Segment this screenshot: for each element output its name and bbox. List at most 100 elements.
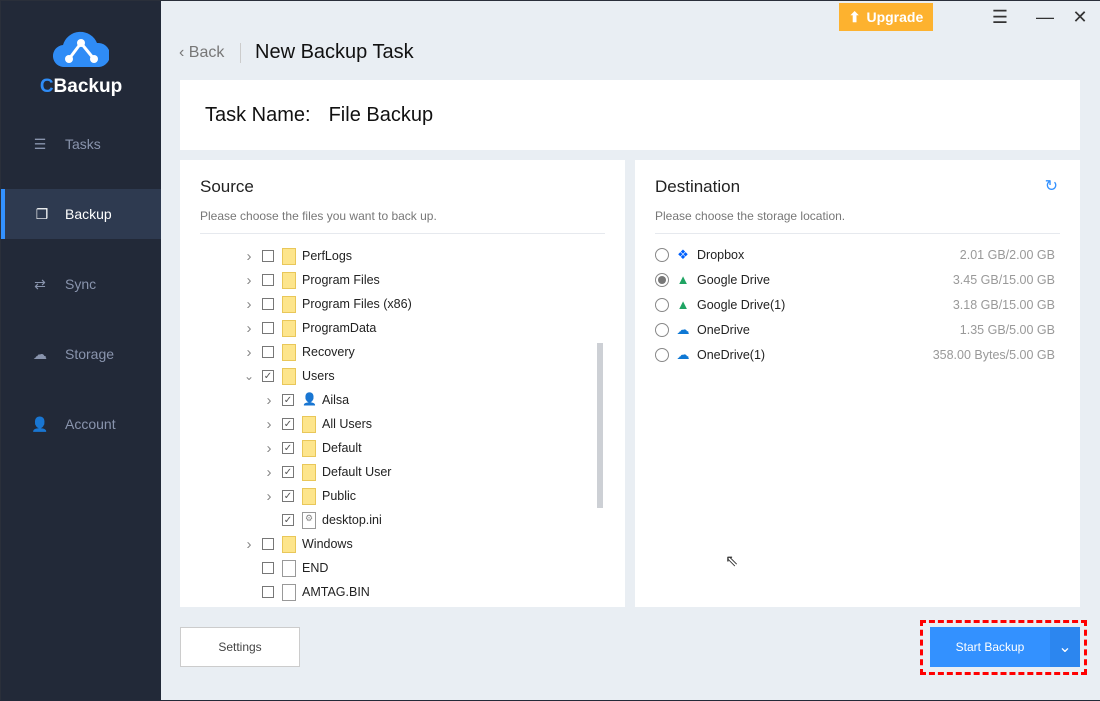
refresh-icon[interactable]: ↻ bbox=[1044, 178, 1058, 195]
storage-name: Google Drive(1) bbox=[697, 297, 786, 312]
task-name-label: Task Name: bbox=[205, 103, 311, 126]
task-name-panel: Task Name: File Backup bbox=[180, 80, 1080, 150]
expand-toggle-icon[interactable]: › bbox=[246, 247, 252, 265]
expand-toggle-icon[interactable]: › bbox=[246, 319, 252, 337]
tree-item[interactable]: › ✓ 👤 Ailsa bbox=[262, 388, 350, 412]
expand-toggle-icon[interactable]: › bbox=[246, 271, 252, 289]
menu-icon[interactable]: ☰ bbox=[991, 6, 1009, 27]
sidebar-item-sync[interactable]: ⇄ Sync bbox=[1, 259, 161, 309]
highlight-box bbox=[920, 620, 1087, 675]
expand-toggle-icon[interactable]: › bbox=[266, 439, 272, 457]
tree-item[interactable]: ⌄ ✓ Users bbox=[242, 364, 335, 388]
checkbox[interactable]: ✓ bbox=[282, 490, 294, 502]
checkbox[interactable]: ✓ bbox=[282, 466, 294, 478]
tree-item[interactable]: › ProgramData bbox=[242, 316, 376, 340]
sidebar-item-storage[interactable]: ☁ Storage bbox=[1, 329, 161, 379]
scrollbar[interactable] bbox=[597, 343, 603, 508]
storage-item[interactable]: ❖ Dropbox 2.01 GB/2.00 GB bbox=[655, 242, 1055, 267]
checkbox[interactable] bbox=[262, 250, 274, 262]
checkbox[interactable]: ✓ bbox=[282, 514, 294, 526]
storage-usage: 358.00 Bytes/5.00 GB bbox=[932, 347, 1055, 362]
storage-item[interactable]: ▲ Google Drive 3.45 GB/15.00 GB bbox=[655, 267, 1055, 292]
sidebar-item-label: Storage bbox=[65, 346, 115, 362]
back-button[interactable]: ‹ Back bbox=[179, 44, 224, 62]
checkbox[interactable]: ✓ bbox=[282, 394, 294, 406]
checkbox[interactable] bbox=[262, 274, 274, 286]
task-name-value[interactable]: File Backup bbox=[328, 103, 434, 126]
tree-item-label: Default bbox=[322, 441, 362, 455]
checkbox[interactable]: ✓ bbox=[262, 370, 274, 382]
storage-item[interactable]: ▲ Google Drive(1) 3.18 GB/15.00 GB bbox=[655, 292, 1055, 317]
chevron-down-icon[interactable]: ⌄ bbox=[1050, 627, 1080, 667]
minimize-button[interactable]: — bbox=[1036, 6, 1054, 27]
checkbox[interactable] bbox=[262, 298, 274, 310]
tree-item-label: All Users bbox=[322, 417, 373, 431]
sidebar-item-account[interactable]: 👤 Account bbox=[1, 399, 161, 449]
sidebar-item-label: Account bbox=[65, 416, 116, 432]
dropbox-icon: ❖ bbox=[677, 246, 689, 262]
expand-toggle-icon[interactable]: › bbox=[266, 391, 272, 409]
tree-item[interactable]: › ✓ Default User bbox=[262, 460, 391, 484]
divider bbox=[655, 233, 1060, 234]
checkbox[interactable] bbox=[262, 346, 274, 358]
tree-item[interactable]: AMTAG.BIN bbox=[242, 580, 370, 604]
tree-item[interactable]: ✓ ⚙ desktop.ini bbox=[262, 508, 382, 532]
checkbox[interactable] bbox=[262, 538, 274, 550]
expand-toggle-icon[interactable]: ⌄ bbox=[243, 369, 255, 383]
tree-item[interactable]: END bbox=[242, 556, 328, 580]
mouse-cursor-icon: ⇖ bbox=[725, 553, 739, 570]
storage-usage: 3.45 GB/15.00 GB bbox=[952, 272, 1055, 287]
expand-toggle-icon[interactable]: › bbox=[246, 343, 252, 361]
upgrade-button[interactable]: ⬆ Upgrade bbox=[839, 3, 933, 31]
checkbox[interactable] bbox=[262, 586, 274, 598]
sidebar-item-tasks[interactable]: ☰ Tasks bbox=[1, 119, 161, 169]
expand-toggle-icon[interactable]: › bbox=[266, 487, 272, 505]
folder-icon bbox=[282, 295, 296, 313]
page-title: New Backup Task bbox=[255, 41, 414, 63]
folder-icon bbox=[302, 463, 316, 481]
storage-usage: 1.35 GB/5.00 GB bbox=[959, 322, 1055, 337]
expand-toggle-icon[interactable]: › bbox=[246, 295, 252, 313]
tree-item-label: Program Files bbox=[302, 273, 380, 287]
tree-item[interactable]: › Program Files (x86) bbox=[242, 292, 412, 316]
checkbox[interactable] bbox=[262, 562, 274, 574]
tree-item-label: Recovery bbox=[302, 345, 355, 359]
expand-toggle-icon[interactable]: › bbox=[266, 415, 272, 433]
settings-button[interactable]: Settings bbox=[180, 627, 300, 667]
checkbox[interactable]: ✓ bbox=[282, 418, 294, 430]
tree-item[interactable]: › PerfLogs bbox=[242, 244, 352, 268]
tree-item-label: END bbox=[302, 561, 329, 575]
list-icon: ☰ bbox=[33, 135, 47, 152]
destination-panel: Destination ↻ Please choose the storage … bbox=[635, 160, 1080, 607]
sidebar-item-backup[interactable]: ❐ Backup bbox=[1, 189, 161, 239]
tree-item[interactable]: › Program Files bbox=[242, 268, 380, 292]
tree-item[interactable]: › ✓ Default bbox=[262, 436, 362, 460]
tree-item-label: Users bbox=[302, 369, 335, 383]
tree-item[interactable]: › ✓ Public bbox=[262, 484, 356, 508]
radio-button[interactable] bbox=[655, 347, 669, 362]
tree-item[interactable]: › Windows bbox=[242, 532, 353, 556]
checkbox[interactable] bbox=[262, 322, 274, 334]
tree-item-label: Windows bbox=[302, 537, 353, 551]
storage-item[interactable]: ☁ OneDrive 1.35 GB/5.00 GB bbox=[655, 317, 1055, 342]
sync-icon: ⇄ bbox=[34, 275, 46, 292]
storage-item[interactable]: ☁ OneDrive(1) 358.00 Bytes/5.00 GB bbox=[655, 342, 1055, 367]
tree-item[interactable]: › ✓ All Users bbox=[262, 412, 372, 436]
expand-toggle-icon[interactable]: › bbox=[246, 535, 252, 553]
file-icon bbox=[282, 559, 296, 577]
expand-toggle-icon[interactable]: › bbox=[266, 463, 272, 481]
checkbox[interactable]: ✓ bbox=[282, 442, 294, 454]
folder-icon bbox=[302, 439, 316, 457]
close-button[interactable]: ✕ bbox=[1072, 6, 1088, 27]
radio-button[interactable] bbox=[655, 272, 669, 287]
destination-subtitle: Please choose the storage location. bbox=[655, 209, 846, 223]
folder-icon bbox=[282, 535, 296, 553]
start-backup-button[interactable]: Start Backup bbox=[930, 627, 1050, 667]
radio-button[interactable] bbox=[655, 297, 669, 312]
radio-button[interactable] bbox=[655, 322, 669, 337]
folder-icon bbox=[302, 487, 316, 505]
radio-button[interactable] bbox=[655, 247, 669, 262]
sidebar-item-label: Sync bbox=[65, 276, 97, 292]
tree-item[interactable]: › Recovery bbox=[242, 340, 355, 364]
folder-icon bbox=[282, 271, 296, 289]
